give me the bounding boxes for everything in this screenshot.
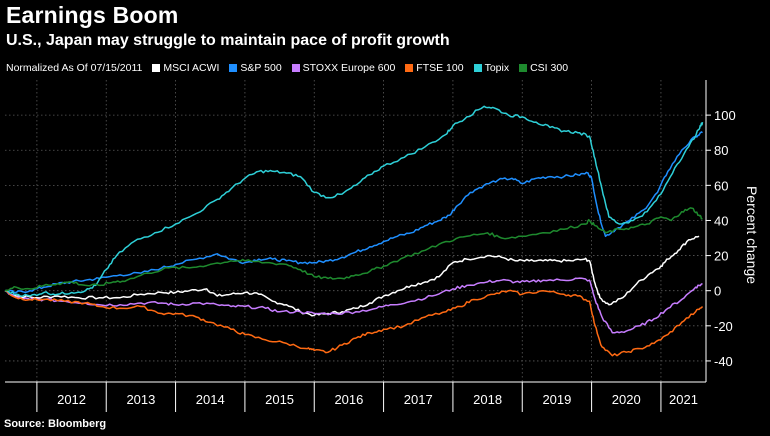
source-note: Source: Bloomberg bbox=[4, 418, 107, 430]
series-lines bbox=[4, 105, 704, 357]
legend-swatch bbox=[473, 64, 482, 72]
chart-subtitle: U.S., Japan may struggle to maintain pac… bbox=[6, 32, 450, 49]
x-tick-label: 2013 bbox=[126, 392, 155, 407]
y-axis-label: Percent change bbox=[744, 186, 760, 284]
x-tick-label: 2020 bbox=[612, 392, 641, 407]
gridlines bbox=[5, 80, 706, 382]
x-tick-label: 2017 bbox=[404, 392, 433, 407]
legend-swatch bbox=[152, 64, 161, 72]
y-tick-label: 100 bbox=[714, 108, 736, 123]
legend-swatch bbox=[229, 64, 238, 72]
y-tick-label: 80 bbox=[714, 143, 728, 158]
series-line-msci-acwi bbox=[4, 235, 700, 317]
x-tick-label: 2014 bbox=[196, 392, 225, 407]
y-tick-label: 40 bbox=[714, 213, 728, 228]
legend-label: CSI 300 bbox=[530, 62, 569, 74]
legend-item-topix: Topix bbox=[473, 62, 510, 74]
legend-swatch bbox=[291, 64, 300, 72]
y-axis: -40 -20 0 20 40 60 80 100 bbox=[705, 80, 736, 382]
legend-item-ftse-100: FTSE 100 bbox=[405, 62, 464, 74]
x-tick-label: 2016 bbox=[334, 392, 363, 407]
legend-item-stoxx-europe-600: STOXX Europe 600 bbox=[291, 62, 396, 74]
legend-swatch bbox=[519, 64, 528, 72]
series-line-topix bbox=[4, 105, 704, 297]
x-tick-label: 2012 bbox=[57, 392, 86, 407]
series-line-ftse-100 bbox=[4, 289, 704, 357]
legend-item-sp-500: S&P 500 bbox=[229, 62, 282, 74]
legend-label: STOXX Europe 600 bbox=[302, 62, 396, 74]
line-chart: 2012 2013 2014 2015 2016 2017 2018 2019 2020 2021… bbox=[4, 80, 760, 412]
legend-item-msci-acwi: MSCI ACWI bbox=[152, 62, 219, 74]
x-tick-label: 2015 bbox=[265, 392, 294, 407]
legend: Normalized As Of 07/15/2011 MSCI ACWI S&… bbox=[6, 60, 578, 76]
series-line-stoxx-europe-600 bbox=[4, 277, 703, 334]
x-tick-label: 2018 bbox=[473, 392, 502, 407]
series-line-csi-300 bbox=[4, 207, 703, 292]
y-tick-label: -40 bbox=[714, 354, 733, 369]
chart-title: Earnings Boom bbox=[6, 2, 179, 28]
x-axis: 2012 2013 2014 2015 2016 2017 2018 2019 2020 2021 bbox=[5, 381, 706, 412]
y-tick-label: 20 bbox=[714, 249, 728, 264]
x-tick-label: 2021 bbox=[669, 392, 698, 407]
x-tick-label: 2019 bbox=[542, 392, 571, 407]
legend-label: FTSE 100 bbox=[416, 62, 464, 74]
legend-label: MSCI ACWI bbox=[163, 62, 220, 74]
legend-item-csi-300: CSI 300 bbox=[519, 62, 568, 74]
legend-label: Topix bbox=[484, 62, 510, 74]
y-tick-label: 60 bbox=[714, 178, 728, 193]
legend-label: S&P 500 bbox=[240, 62, 282, 74]
legend-swatch bbox=[405, 64, 414, 72]
series-line-s-p-500 bbox=[4, 131, 703, 294]
y-tick-label: -20 bbox=[714, 319, 733, 334]
y-tick-label: 0 bbox=[714, 284, 721, 299]
legend-normalization-note: Normalized As Of 07/15/2011 bbox=[6, 62, 143, 74]
